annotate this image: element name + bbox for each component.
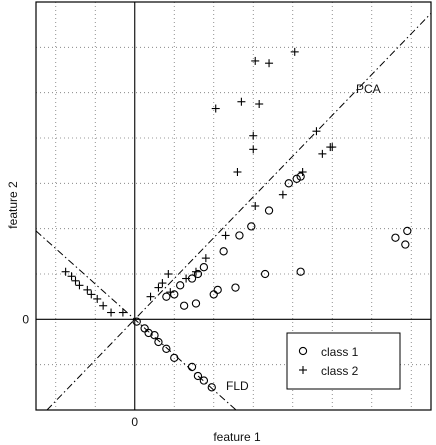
class-2-point (61, 267, 70, 276)
class-2-point (201, 254, 210, 263)
class-1-point (162, 292, 171, 301)
class-2-point (83, 285, 92, 294)
legend-class-1-label: class 1 (321, 345, 359, 359)
zero-axes (36, 2, 431, 410)
class-2-point (298, 168, 307, 176)
class-2-point (191, 267, 200, 276)
class-2-point (312, 127, 321, 136)
class-2-point (166, 288, 175, 297)
class-1-point (132, 317, 141, 326)
class-1-point (154, 337, 163, 347)
class-2-point (249, 145, 258, 154)
class-1-point (296, 267, 305, 276)
class-2-point (237, 97, 246, 106)
class-1-point (213, 285, 222, 295)
class-2-point (93, 294, 102, 303)
class-1-point (260, 269, 270, 279)
fld-line-label: FLD (226, 379, 249, 393)
class-1-point (235, 231, 244, 240)
class-2-point (158, 279, 167, 288)
class-1-point (199, 376, 209, 385)
class-1-point (264, 206, 274, 215)
class-2-point (67, 272, 76, 281)
class-1-point (219, 247, 228, 256)
fld-line (35, 230, 237, 411)
class-1-point (231, 283, 240, 292)
pca-line-label: PCA (356, 82, 381, 96)
class-1-point (292, 174, 301, 183)
class-2-point (251, 56, 260, 65)
class-2-point (154, 283, 163, 292)
y-axis-label: feature 2 (6, 181, 20, 229)
class-2-point (251, 202, 260, 210)
class-2-point (249, 131, 258, 140)
tick-labels: 00 (22, 312, 138, 429)
class-2-point (221, 231, 230, 240)
class-1-point (179, 301, 189, 310)
plot-frame (35, 1, 432, 411)
legend-class-1-marker (298, 346, 308, 356)
class-1-point (401, 240, 410, 249)
class-2-point (318, 149, 327, 158)
class-1-point (296, 172, 305, 181)
class-1-point (207, 383, 216, 392)
class-1-point (247, 222, 256, 231)
class-1-point (193, 269, 203, 279)
class-2-point (164, 270, 173, 278)
class-2-point (328, 143, 337, 152)
class-1-point (403, 226, 412, 236)
class-2-point (71, 276, 80, 285)
class-2-point (255, 100, 264, 108)
class-1-point (191, 299, 201, 308)
class-2-point (107, 308, 116, 317)
class-1-point (284, 179, 293, 188)
class-1-point (187, 362, 197, 372)
class-2-point (87, 290, 96, 299)
class-2-point (146, 292, 155, 301)
data-points (61, 47, 412, 392)
class-1-point (391, 233, 400, 242)
class-2-point (99, 301, 108, 310)
y-tick-label: 0 (22, 312, 29, 326)
legend-box (286, 332, 401, 390)
legend: class 1 class 2 (286, 332, 401, 390)
x-axis-label: feature 1 (213, 430, 261, 444)
class-1-point (170, 353, 179, 363)
class-1-point (176, 281, 185, 290)
class-2-point (278, 190, 287, 199)
class-2-point (290, 47, 299, 56)
class-2-point (265, 59, 274, 68)
class-2-point (182, 274, 191, 283)
class-1-point (150, 331, 159, 340)
legend-class-2-marker (299, 366, 307, 374)
x-tick-label: 0 (131, 415, 138, 429)
class-2-point (211, 104, 220, 113)
class-2-point (75, 281, 84, 290)
projection-lines (35, 12, 432, 411)
class-1-point (162, 344, 171, 353)
pca-line (46, 12, 432, 411)
class-1-point (199, 263, 209, 272)
legend-class-2-label: class 2 (321, 364, 359, 378)
class-1-point (193, 371, 203, 381)
class-2-point (118, 308, 127, 317)
class-2-point (233, 168, 242, 176)
